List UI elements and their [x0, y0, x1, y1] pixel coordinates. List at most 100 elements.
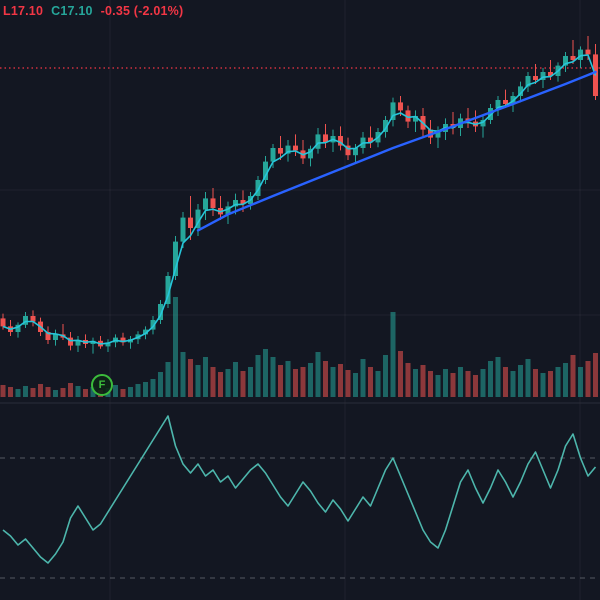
- candle-body: [533, 76, 538, 80]
- candle-body: [338, 136, 343, 146]
- volume-bar: [495, 357, 501, 397]
- volume-bar: [488, 361, 493, 397]
- volume-bar: [293, 369, 298, 397]
- volume-bar: [180, 352, 186, 397]
- volume-bar: [390, 312, 396, 397]
- volume-bar: [248, 367, 253, 397]
- volume-bar: [405, 363, 411, 397]
- ma-line: [2, 54, 597, 345]
- volume-bar: [450, 373, 456, 397]
- candle-body: [233, 200, 238, 207]
- volume-bar: [428, 371, 433, 397]
- volume-bar: [225, 369, 231, 397]
- volume-bar: [240, 371, 246, 397]
- volume-bar: [540, 373, 546, 397]
- candle-body: [570, 56, 576, 60]
- volume-bar: [75, 386, 81, 397]
- legend-low-value: L17.10: [3, 4, 44, 18]
- volume-bar: [173, 297, 178, 397]
- volume-bar: [135, 384, 141, 397]
- volume-bar: [113, 385, 118, 397]
- candle-body: [525, 76, 531, 87]
- volume-bar: [323, 361, 328, 397]
- candle-body: [293, 145, 298, 151]
- volume-bar: [330, 367, 336, 397]
- candle-body: [90, 340, 96, 344]
- volume-bar: [555, 367, 561, 397]
- candle-body: [158, 304, 163, 320]
- volume-bar: [120, 389, 126, 397]
- volume-series: [0, 297, 598, 397]
- flag-event-marker[interactable]: F: [91, 374, 113, 396]
- oscillator-line: [2, 415, 597, 564]
- candle-body: [203, 198, 208, 210]
- candle-body: [210, 198, 216, 208]
- candle-body: [15, 324, 21, 332]
- volume-bar: [60, 388, 66, 397]
- legend-close-value: C17.10: [51, 4, 93, 18]
- candle-body: [413, 116, 418, 122]
- candle-body: [225, 206, 231, 215]
- candle-body: [263, 161, 268, 180]
- oscillator-bands: [0, 457, 600, 579]
- volume-bar: [473, 375, 478, 397]
- volume-bar: [270, 357, 276, 397]
- candlestick-series: [0, 36, 598, 354]
- volume-bar: [188, 359, 193, 397]
- volume-bar: [563, 363, 568, 397]
- volume-bar: [420, 365, 426, 397]
- candle-body: [323, 134, 328, 143]
- candle-body: [315, 134, 321, 149]
- candle-body: [255, 180, 261, 196]
- volume-bar: [585, 361, 591, 397]
- candle-body: [398, 102, 403, 111]
- candle-body: [390, 102, 396, 120]
- volume-bar: [593, 353, 598, 397]
- ohlc-legend: L17.10 C17.10 -0.35 (-2.01%): [3, 4, 183, 18]
- volume-bar: [548, 371, 553, 397]
- candle-body: [495, 100, 501, 108]
- candle-body: [540, 72, 546, 80]
- candle-body: [383, 120, 388, 132]
- candle-body: [165, 276, 171, 304]
- candle-body: [480, 120, 486, 127]
- volume-bar: [413, 369, 418, 397]
- volume-bar: [300, 367, 306, 397]
- legend-change-value: -0.35 (-2.01%): [100, 4, 184, 18]
- volume-bar: [30, 388, 36, 397]
- volume-bar: [233, 362, 238, 397]
- candle-body: [23, 316, 28, 325]
- candle-body: [68, 337, 73, 346]
- volume-bar: [383, 355, 388, 397]
- candle-body: [270, 148, 276, 162]
- candle-body: [120, 337, 126, 343]
- volume-bar: [38, 384, 43, 397]
- volume-bar: [285, 361, 291, 397]
- volume-bar: [195, 365, 201, 397]
- candle-body: [0, 318, 6, 327]
- volume-bar: [23, 386, 28, 397]
- volume-bar: [345, 370, 351, 397]
- candle-body: [345, 145, 351, 156]
- candle-body: [503, 100, 508, 104]
- volume-bar: [0, 385, 6, 397]
- candle-body: [180, 217, 186, 242]
- candle-body: [240, 200, 246, 204]
- candle-body: [435, 132, 441, 138]
- volume-bar: [518, 365, 523, 397]
- candle-body: [405, 110, 411, 122]
- candle-body: [285, 145, 291, 154]
- candle-body: [150, 320, 156, 330]
- volume-bar: [435, 375, 441, 397]
- volume-bar: [45, 387, 51, 397]
- volume-bar: [360, 359, 366, 397]
- volume-bar: [578, 367, 583, 397]
- candle-body: [585, 49, 591, 55]
- candle-body: [173, 241, 178, 276]
- candle-body: [143, 329, 148, 335]
- volume-bar: [338, 364, 343, 397]
- volume-bar: [458, 367, 463, 397]
